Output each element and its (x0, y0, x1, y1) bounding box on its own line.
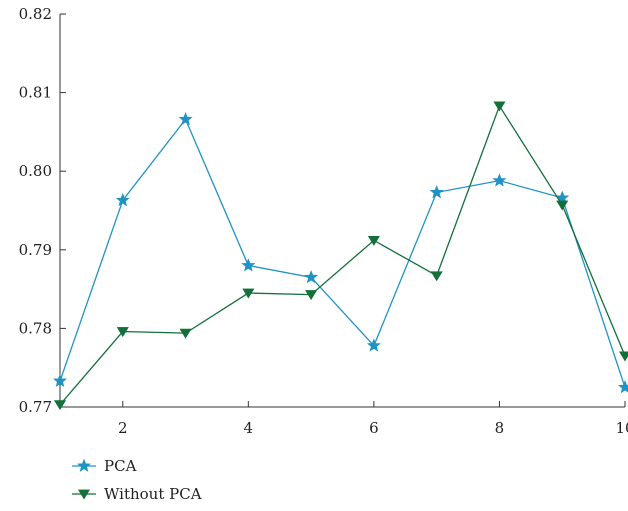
y-tick-label: 0.78 (19, 319, 52, 337)
legend-label: PCA (104, 457, 137, 475)
data-point (556, 200, 569, 211)
series-line (59, 104, 626, 406)
data-point (305, 290, 318, 301)
data-point (430, 271, 443, 282)
axes (59, 14, 625, 408)
y-tick-label: 0.80 (19, 162, 52, 180)
legend-item: PCA (72, 457, 137, 475)
data-point (115, 192, 130, 207)
y-tick-label: 0.81 (19, 84, 52, 102)
data-point (429, 185, 444, 199)
y-tick-label: 0.82 (19, 5, 52, 23)
data-point (304, 269, 319, 284)
series-layer (53, 101, 628, 411)
data-point (178, 111, 193, 126)
legend-marker (77, 458, 91, 472)
data-point (241, 258, 256, 272)
legend-label: Without PCA (104, 485, 202, 503)
y-tick-label: 0.77 (19, 398, 52, 416)
x-tick-label: 8 (495, 419, 505, 437)
x-tick-label: 6 (369, 419, 379, 437)
legend: PCA Without PCA (72, 457, 202, 503)
data-point (493, 101, 506, 112)
series-line (59, 118, 626, 388)
data-point (116, 327, 129, 338)
x-tick-label: 4 (244, 419, 254, 437)
data-point (366, 338, 381, 352)
legend-marker (77, 489, 91, 500)
legend-item: Without PCA (72, 485, 202, 503)
x-tick-label: 2 (118, 419, 128, 437)
y-tick-label: 0.79 (19, 241, 52, 259)
series-pca (53, 111, 628, 394)
data-point (367, 235, 380, 246)
data-point (242, 288, 255, 299)
y-ticks: 0.77 0.78 0.79 0.80 0.81 0.82 (19, 5, 66, 416)
x-tick-label: 10 (615, 419, 628, 437)
x-ticks: 2 4 6 8 10 (118, 401, 628, 437)
data-point (618, 380, 628, 394)
series-without-pca (53, 101, 628, 411)
data-point (53, 400, 67, 411)
data-point (179, 328, 192, 339)
data-point (618, 351, 628, 362)
data-point (492, 173, 507, 187)
data-point (53, 373, 67, 387)
